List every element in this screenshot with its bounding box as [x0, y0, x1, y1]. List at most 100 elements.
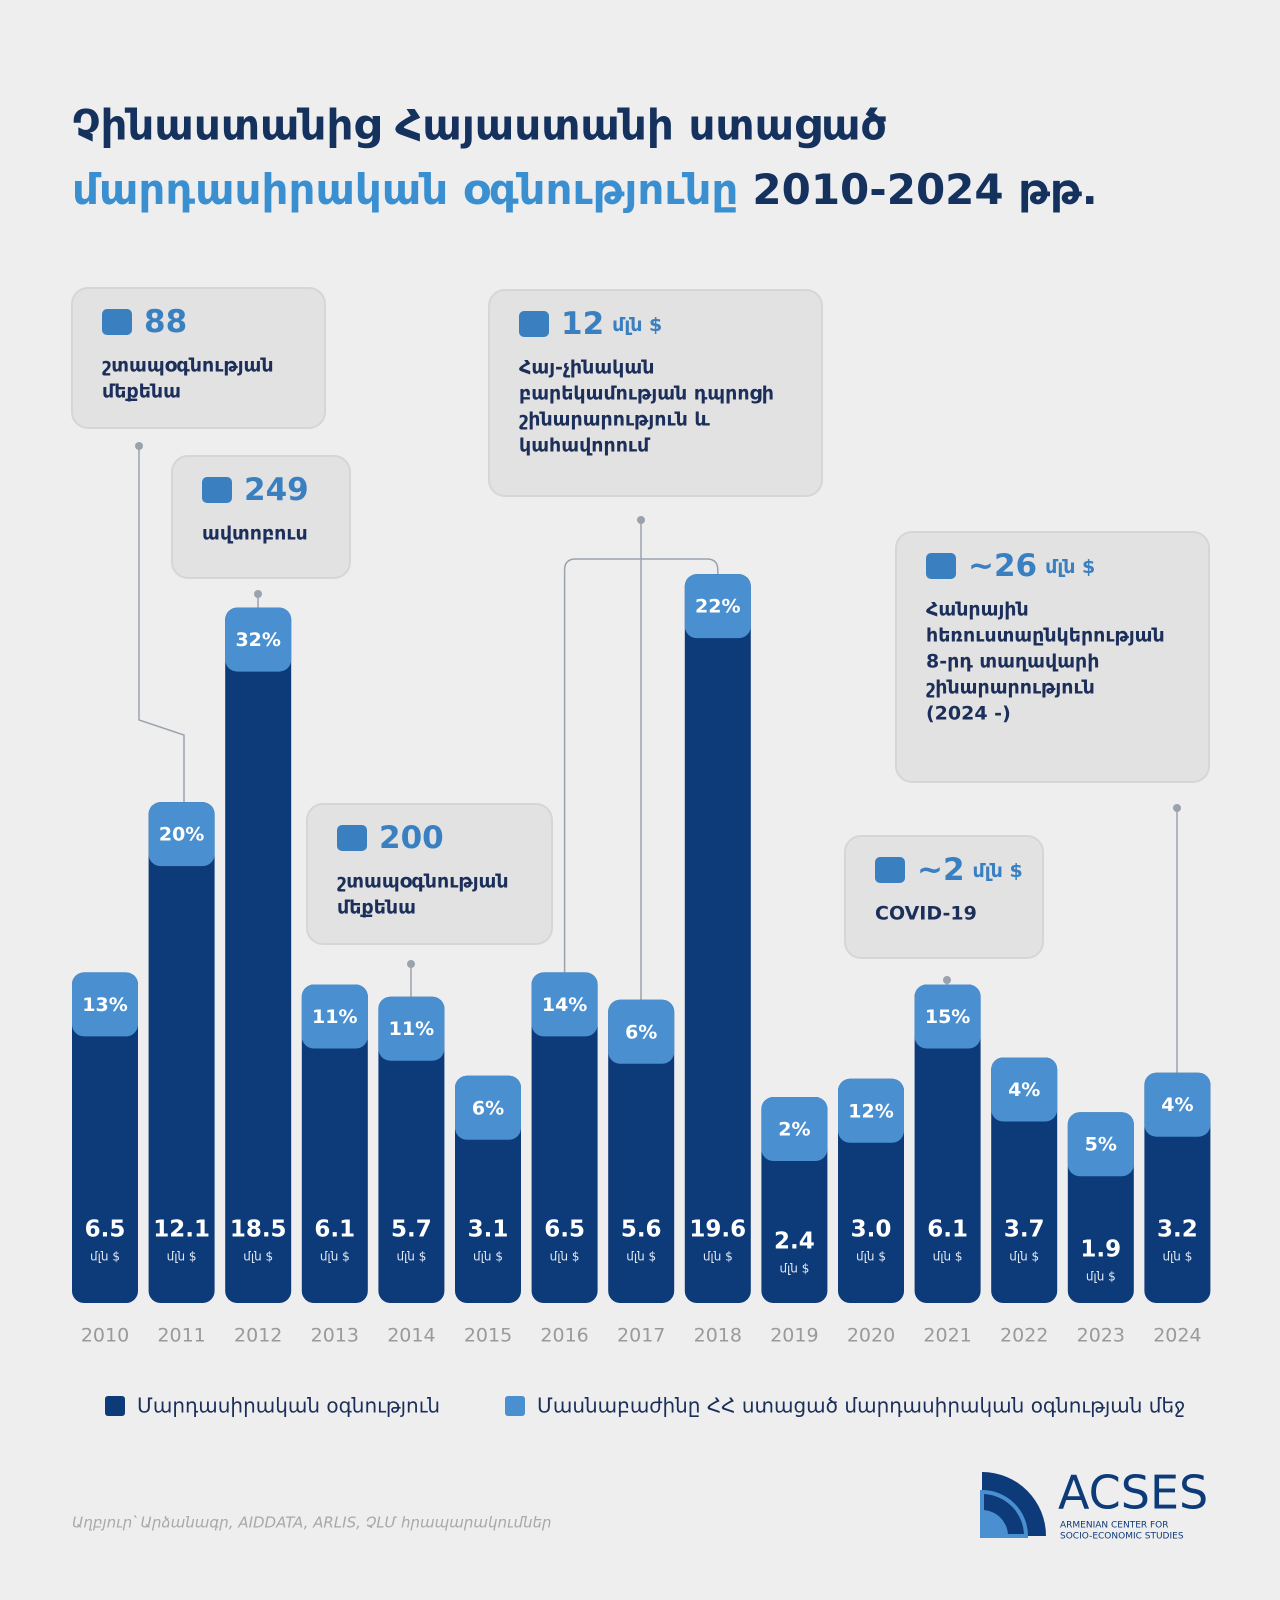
callout-text: շտապօգնության: [102, 355, 274, 377]
value-label: 1.9: [1080, 1237, 1121, 1263]
value-label: 12.1: [153, 1217, 210, 1243]
x-tick-label: 2016: [540, 1325, 588, 1347]
connector-dot: [407, 960, 415, 968]
bar: [148, 802, 215, 1303]
connector-dot: [254, 590, 262, 598]
connector-dot: [135, 442, 143, 450]
bar: [684, 574, 751, 1303]
share-label: 15%: [925, 1006, 970, 1028]
bar: [914, 984, 981, 1303]
value-label: 19.6: [689, 1217, 746, 1243]
value-unit: մլն $: [626, 1250, 656, 1264]
callout-headline: 249: [244, 472, 309, 508]
callout-text: 8-րդ տաղավարի: [926, 651, 1099, 673]
callout-headline: 88: [144, 304, 187, 340]
x-tick-label: 2024: [1153, 1325, 1201, 1347]
callout-text: բարեկամության դպրոցի: [519, 383, 774, 405]
callout-unit: մլն $: [612, 314, 662, 336]
share-label: 11%: [312, 1006, 357, 1028]
share-label: 20%: [159, 824, 204, 846]
callout-value: 200: [379, 820, 444, 856]
share-cap: [1144, 1072, 1211, 1137]
callout-box: [306, 803, 553, 945]
value-label: 6.1: [927, 1217, 968, 1243]
share-cap: [225, 607, 292, 672]
callout-icon: [202, 477, 232, 503]
value-unit: մլն $: [243, 1250, 273, 1264]
bar: [72, 972, 138, 1303]
value-unit: մլն $: [1162, 1250, 1192, 1264]
x-tick-label: 2015: [464, 1325, 512, 1347]
value-unit: մլն $: [1086, 1270, 1116, 1284]
x-tick-label: 2023: [1077, 1325, 1125, 1347]
share-cap: [455, 1075, 521, 1140]
callout-icon: [519, 311, 549, 337]
share-label: 13%: [82, 994, 127, 1016]
logo-arc: [980, 1489, 1029, 1538]
x-tick-label: 2012: [234, 1325, 282, 1347]
callout-box: [895, 531, 1210, 783]
callout-text: COVID-19: [875, 903, 977, 925]
x-tick-label: 2011: [157, 1325, 205, 1347]
callout-unit: մլն $: [1045, 556, 1095, 578]
share-cap: [378, 996, 445, 1061]
x-tick-label: 2022: [1000, 1325, 1048, 1347]
callout-text: ավտոբուս: [202, 523, 308, 545]
value-unit: մլն $: [703, 1250, 733, 1264]
value-label: 3.0: [851, 1217, 892, 1243]
share-cap: [914, 984, 981, 1049]
share-cap: [1067, 1112, 1134, 1177]
share-label: 2%: [778, 1119, 810, 1141]
share-cap: [838, 1078, 904, 1143]
callout-unit: մլն $: [973, 860, 1023, 882]
share-label: 22%: [695, 596, 740, 618]
callout-headline: ~2 մլն $: [917, 852, 1023, 888]
x-tick-label: 2020: [847, 1325, 895, 1347]
share-cap: [148, 802, 215, 867]
value-label: 3.1: [468, 1217, 509, 1243]
callout-icon: [875, 857, 905, 883]
callout-icon: [337, 825, 367, 851]
callout-value: ~2: [917, 852, 965, 888]
callout-value: 12: [561, 306, 604, 342]
callout-icon: [926, 553, 956, 579]
value-unit: մլն $: [856, 1250, 886, 1264]
share-label: 4%: [1161, 1094, 1193, 1116]
share-label: 4%: [1008, 1079, 1040, 1101]
connector-dot: [943, 976, 951, 984]
x-tick-label: 2018: [694, 1325, 742, 1347]
share-cap: [72, 972, 138, 1037]
callout-headline: 12 մլն $: [561, 306, 662, 342]
callout-text: մեքենա: [337, 897, 416, 919]
bar: [531, 972, 598, 1303]
value-unit: մլն $: [550, 1250, 580, 1264]
share-label: 6%: [625, 1021, 657, 1043]
x-tick-label: 2013: [311, 1325, 359, 1347]
callout-value: ~26: [968, 548, 1037, 584]
share-cap: [301, 984, 368, 1049]
title-line2: մարդասիրական օգնությունը 2010-2024 թթ.: [72, 165, 1098, 214]
share-cap: [991, 1057, 1058, 1122]
title-highlight: մարդասիրական օգնությունը: [72, 165, 738, 214]
callout-headline: 200: [379, 820, 444, 856]
callout-text: շինարարություն: [926, 677, 1095, 699]
logo-subtitle: ARMENIAN CENTER FOR: [1060, 1521, 1169, 1531]
legend-label: Մարդասիրական օգնություն: [137, 1394, 440, 1418]
title-line1: Չինաստանից Հայաստանի ստացած: [72, 101, 887, 150]
callout-text: կահավորում: [519, 435, 651, 457]
value-unit: մլն $: [933, 1250, 963, 1264]
callout-box: [488, 289, 823, 497]
bar: [301, 984, 368, 1303]
callout-box: [71, 287, 326, 429]
source: Աղբյուր՝ Արձանագր, AIDDATA, ARLIS, ՉԼՄ հ…: [72, 1514, 552, 1532]
share-label: 11%: [389, 1018, 434, 1040]
connector: [138, 446, 185, 803]
callout-text: հեռուստաընկերության: [926, 625, 1165, 647]
value-unit: մլն $: [396, 1250, 426, 1264]
connector-dot: [637, 516, 645, 524]
callout-text: շինարարություն և: [519, 409, 710, 431]
value-unit: մլն $: [473, 1250, 503, 1264]
bar: [225, 607, 292, 1303]
legend-label: Մասնաբաժինը ՀՀ ստացած մարդասիրական օգնու…: [537, 1394, 1185, 1418]
